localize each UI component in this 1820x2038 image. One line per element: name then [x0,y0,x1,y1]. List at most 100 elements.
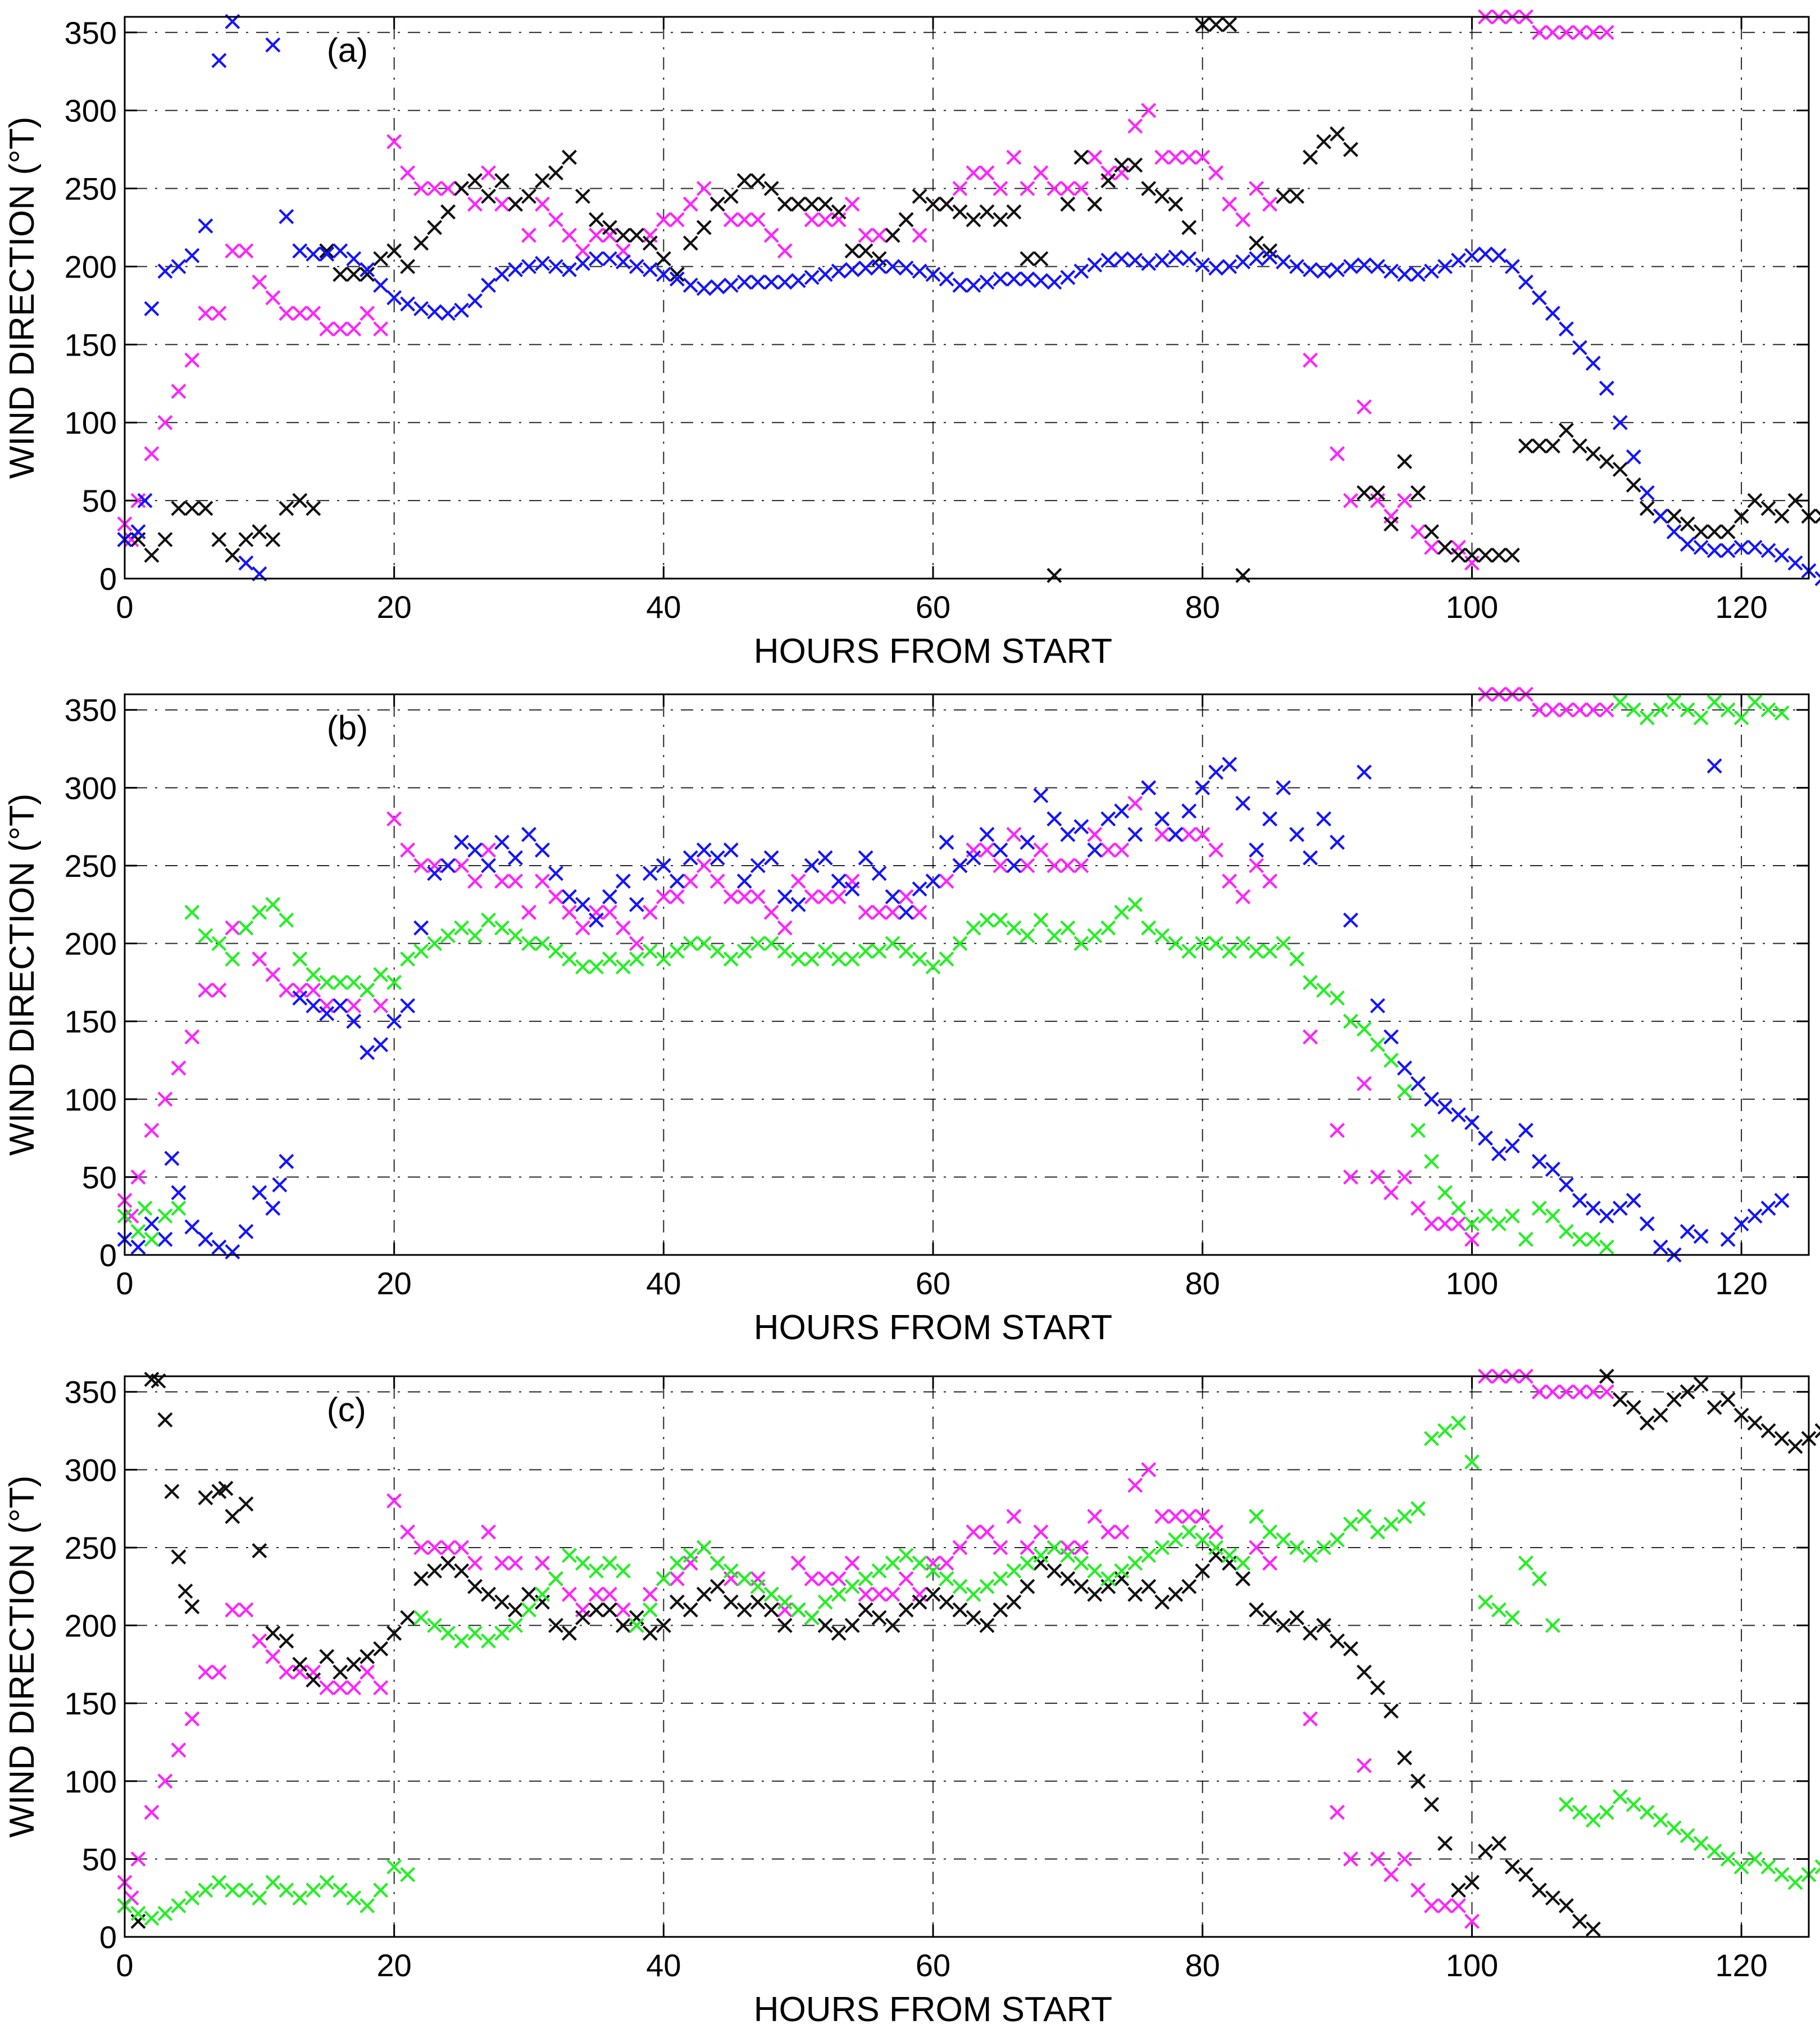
panel-b-blue-point-106 [1518,1122,1534,1138]
panel-b-blue-point-14 [279,1154,294,1170]
panel-c-magenta-point-27 [467,1555,483,1571]
panel-a-magenta-point-79 [1168,149,1184,165]
panel-a-black-point-103 [1504,547,1520,563]
panel-c-green-point-70 [1060,1548,1076,1563]
panel-b-blue-point-60 [898,904,914,920]
panel-a-black-point-77 [1154,188,1170,204]
panel-b-blue-point-41 [642,866,658,881]
panel-a-black-point-98 [1437,539,1453,555]
panel-b-magenta-point-32 [535,874,550,889]
panel-a-black-point-100 [1464,547,1480,563]
panel-a-black-point-42 [683,235,698,251]
panel-a-magenta-point-76 [1127,118,1143,134]
panel-b-blue-point-5 [171,1185,186,1200]
panel-c-x-tick-label-60: 60 [916,1948,950,1983]
panel-b-magenta-point-43 [683,874,698,889]
panel-a-blue-point-72 [1073,263,1089,279]
panel-a-blue-point-6 [184,248,200,263]
panel-b-blue-point-23 [400,998,416,1013]
panel-a-blue-point-30 [508,262,524,278]
panel-a-x-tick-label-80: 80 [1185,589,1220,625]
panel-a-blue-point-111 [1599,380,1614,396]
panel-a-magenta-point-70 [1046,181,1062,197]
panel-a-blue-point-12 [265,37,281,53]
panel-c-y-tick-label-300: 300 [65,1452,117,1487]
panel-b-blue-point-16 [306,998,321,1013]
panel-b-green-point-40 [642,943,658,959]
panel-c-green-point-34 [575,1555,590,1571]
panel-a-black-point-18 [360,266,375,282]
panel-c-magenta-point-63 [952,1540,968,1555]
panel-c-black-point-23 [373,1641,389,1657]
panel-a-black-point-62 [952,204,968,220]
panel-b-green-point-71 [1060,920,1076,936]
panel-c-magenta-point-78 [1154,1509,1170,1524]
panel-a-black-point-48 [763,181,779,197]
panel-a-black-point-88 [1303,149,1318,165]
panel-b-blue-point-10 [238,1223,254,1239]
panel-b-magenta-point-23 [413,858,429,874]
panel-a-blue-point-43 [683,278,698,293]
panel-a-black-point-64 [979,204,995,220]
panel-b-blue-point-92 [1330,834,1345,850]
panel-c-black-point-39 [588,1602,604,1618]
panel-b-green-point-46 [723,951,739,967]
panel-c-green-point-118 [1707,1844,1722,1859]
panel-b-green-point-54 [831,951,847,967]
panel-a-blue-point-105 [1518,274,1534,290]
panel-c-x-tick-label-20: 20 [377,1948,412,1983]
panel-a-black-point-105 [1531,438,1547,454]
panel-a-black-point-7 [211,532,227,548]
panel-c-black-point-37 [561,1625,577,1641]
panel-b-magenta-point-87 [1303,1029,1318,1045]
panel-b-green-point-115 [1653,702,1668,718]
panel-b-magenta-point-48 [750,889,766,904]
panel-a-magenta-point-52 [804,212,820,228]
panel-a-blue-point-34 [561,262,577,278]
panel-c-green-point-13 [292,1890,308,1906]
panel-c-black-point-107 [1504,1859,1520,1875]
panel-c-green-point-45 [723,1563,739,1579]
panel-a-black-point-68 [1033,251,1049,267]
panel-c-green-point-65 [993,1571,1008,1586]
panel-b-magenta-point-9 [225,920,240,936]
panel-b-green-point-47 [736,943,752,959]
panel-c-black-point-36 [548,1618,563,1634]
panel-c-green-point-28 [494,1625,510,1641]
panel-b-magenta-point-81 [1195,827,1211,842]
panel-a-black-point-17 [346,266,362,282]
panel-b-blue-point-26 [440,858,456,874]
panel-b-green-point-25 [440,928,456,944]
panel-c-green-point-109 [1585,1812,1601,1828]
panel-a-x-axis-title: HOURS FROM START [754,632,1112,671]
panel-c-magenta-point-58 [885,1586,900,1602]
panel-b-green-point-44 [696,936,712,952]
panel-a-magenta-point-8 [211,306,227,321]
panel-b-magenta-point-47 [736,889,752,904]
panel-a-blue-point-71 [1060,270,1076,285]
panel-c-green-point-14 [306,1882,321,1898]
panel-c-green-point-48 [763,1586,779,1602]
panel-b-x-tick-label-60: 60 [916,1266,950,1301]
panel-b-green-point-59 [898,943,914,959]
panel-c-black-point-110 [1545,1890,1560,1906]
panel-c-magenta-point-79 [1168,1509,1184,1524]
panel-c-black-point-128 [1787,1439,1803,1454]
panel-b-green-point-13 [279,912,294,928]
panel-a-magenta-point-48 [750,212,766,228]
panel-a-blue-point-52 [804,270,820,285]
panel-a-blue-point-73 [1087,257,1103,273]
panel-c-magenta-point-11 [252,1633,267,1649]
panel-b-green-point-2 [137,1200,153,1216]
panel-c-x-tick-label-40: 40 [646,1948,681,1983]
panel-a-blue-point-65 [979,274,995,290]
panel-a-grid [125,17,1809,579]
panel-c-green-point-44 [709,1555,725,1571]
panel-c-magenta-point-56 [858,1586,873,1602]
panel-c-green-point-113 [1639,1804,1655,1820]
panel-c-green-point-46 [736,1571,752,1586]
panel-b-magenta-point-58 [885,904,900,920]
panel-b-magenta-point-60 [912,904,927,920]
panel-c-black-point-8 [184,1599,200,1614]
panel-b-magenta-point-35 [575,920,590,936]
